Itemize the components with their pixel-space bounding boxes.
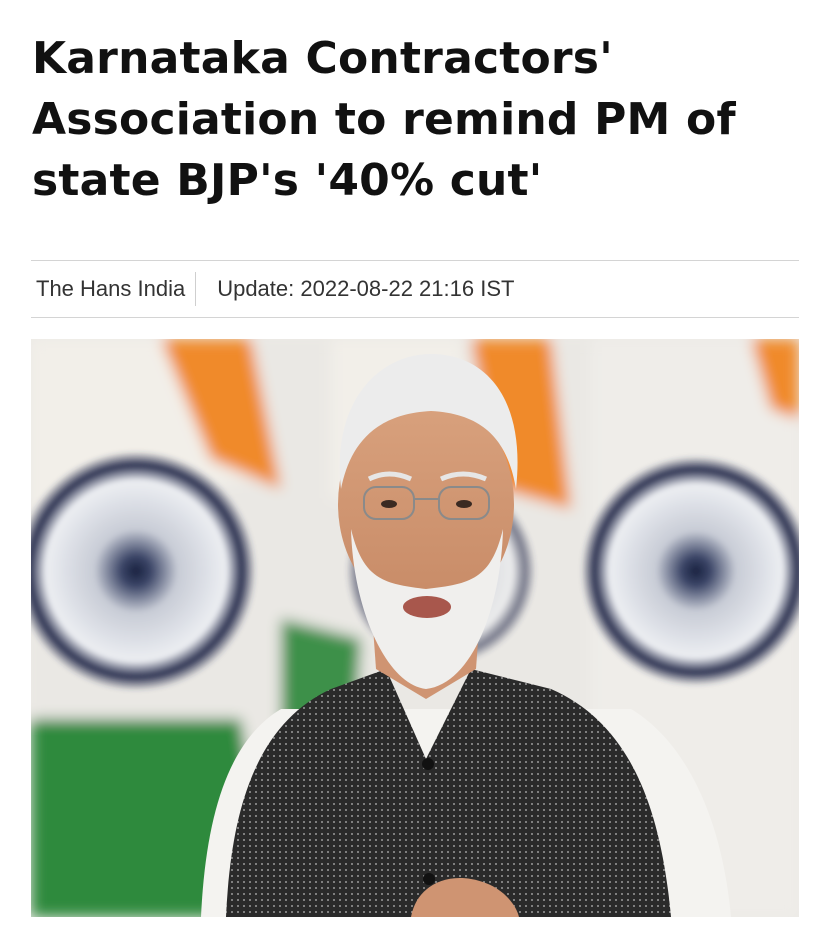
speaker-figure [201, 354, 731, 917]
article-meta-bar: The Hans India Update: 2022-08-22 21:16 … [31, 260, 799, 318]
chakra-left [31, 451, 256, 691]
update-time: 2022-08-22 21:16 IST [300, 276, 515, 301]
update-label: Update: [217, 276, 295, 301]
article-photo [31, 339, 799, 917]
article-photo-illustration [31, 339, 799, 917]
meta-divider [195, 272, 197, 306]
chakra-right [581, 456, 799, 686]
update-timestamp: Update: 2022-08-22 21:16 IST [217, 276, 514, 302]
source-name[interactable]: The Hans India [36, 276, 186, 301]
article-headline: Karnataka Contractors' Association to re… [32, 33, 736, 206]
